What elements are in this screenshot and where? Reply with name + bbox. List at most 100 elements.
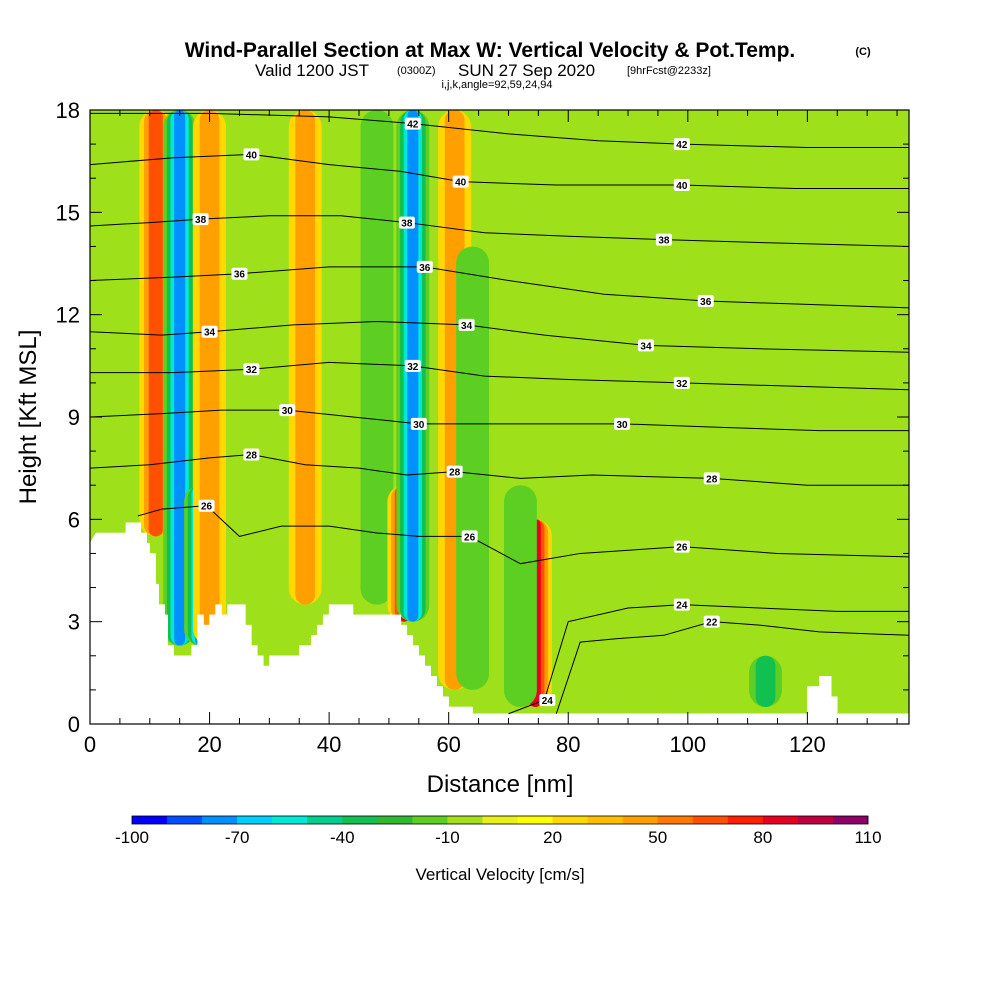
colorbar-swatch [692, 816, 729, 824]
contour-label-bg [458, 318, 475, 331]
theta-contour-line [508, 604, 909, 715]
velocity-band [174, 110, 186, 646]
velocity-field [139, 110, 782, 707]
valid-prefix: Valid 1200 JST [255, 61, 369, 80]
colorbar-swatch [377, 816, 413, 824]
contour-label-text: 42 [676, 140, 688, 151]
y-tick-label: 9 [68, 405, 80, 430]
theta-contour-label: 30 [614, 417, 631, 431]
theta-contour-label: 28 [703, 472, 720, 485]
theta-contour-label: 22 [703, 615, 720, 629]
colorbar-swatch [202, 816, 238, 824]
terrain [90, 522, 909, 724]
x-tick-label: 0 [84, 732, 96, 757]
colorbar-swatch [167, 816, 203, 824]
theta-contour-line [90, 266, 909, 309]
colorbar-swatch [447, 816, 483, 824]
colorbar-swatch [482, 816, 518, 824]
contour-label-text: 32 [676, 379, 688, 390]
contour-label-bg [398, 216, 415, 229]
contour-label-text: 34 [461, 321, 473, 332]
theta-contour-label: 32 [243, 363, 260, 376]
y-tick-label: 6 [68, 507, 80, 532]
contour-label-bg [673, 138, 690, 151]
contour-label-bg [243, 448, 260, 461]
contour-label-bg [673, 598, 690, 611]
contour-label-bg [539, 694, 556, 707]
contour-label-text: 42 [407, 120, 419, 131]
y-tick-label: 18 [56, 98, 80, 123]
contour-label-bg [410, 417, 427, 430]
colorbar-frame [131, 815, 869, 825]
contour-label-text: 36 [234, 270, 246, 281]
valid-date: SUN 27 Sep 2020 [458, 61, 595, 80]
contour-label-text: 22 [706, 618, 718, 629]
contour-label-bg [243, 148, 260, 161]
y-tick-label: 12 [56, 303, 80, 328]
colorbar-swatch [237, 816, 273, 824]
theta-contour-line [555, 621, 909, 714]
contour-label-text: 32 [407, 362, 419, 373]
velocity-band [360, 110, 394, 605]
x-tick-label: 20 [197, 732, 221, 757]
theta-contour-label: 40 [243, 148, 260, 161]
velocity-band [199, 110, 220, 646]
colorbar-swatch [797, 816, 834, 824]
x-tick-label: 120 [789, 732, 826, 757]
y-tick-label: 0 [68, 712, 80, 737]
theta-contour-label: 38 [398, 216, 415, 230]
colorbar-tick-label: -100 [115, 828, 149, 847]
colorbar-tick-label: -40 [330, 828, 355, 847]
contour-label-bg [279, 404, 296, 417]
contour-label-text: 40 [455, 178, 467, 189]
theta-contour-line [90, 361, 909, 391]
updraft-column [360, 110, 394, 605]
theta-contour-line [90, 153, 909, 189]
contour-label-text: 38 [401, 219, 413, 230]
theta-contour-line [90, 409, 909, 432]
theta-contour-label: 28 [243, 448, 260, 462]
theta-contour-label: 24 [673, 598, 690, 612]
colorbar-label: Vertical Velocity [cm/s] [415, 865, 584, 884]
updraft-column [456, 246, 490, 690]
contour-label-text: 26 [201, 502, 213, 513]
theta-contour-labels: 42 42 40 40 40 38 38 38 36 36 36 34 34 34 32 32 32 30 30 30… [192, 117, 720, 707]
theta-contour-label: 26 [673, 540, 690, 554]
contour-label-bg [404, 359, 421, 372]
contour-label-bg [614, 417, 631, 430]
contour-label-bg [703, 615, 720, 628]
contour-label-bg [655, 233, 672, 246]
velocity-band [503, 485, 537, 707]
colorbar-swatch [727, 816, 764, 824]
theta-contour-line [90, 112, 909, 149]
colorbar-tick-label: -10 [435, 828, 460, 847]
colorbar-swatch [272, 816, 308, 824]
colorbar-swatch [622, 816, 659, 824]
contour-label-bg [673, 179, 690, 192]
theta-contour-label: 32 [673, 376, 690, 390]
contour-label-text: 32 [246, 365, 258, 376]
forecast-label: [9hrFcst@2233z] [627, 65, 711, 77]
updraft-column [193, 110, 227, 646]
colorbar-tick-label: -70 [225, 828, 250, 847]
contour-label-text: 30 [282, 406, 294, 417]
contour-label-text: 36 [700, 297, 712, 308]
theta-contour-label: 42 [673, 138, 690, 151]
contour-label-bg [416, 260, 433, 273]
theta-contour-line [90, 320, 909, 353]
contour-label-text: 26 [464, 532, 476, 543]
updraft-column [288, 110, 322, 605]
contour-label-text: 26 [676, 543, 688, 554]
contour-label-text: 38 [658, 236, 670, 247]
contour-label-bg [703, 472, 720, 485]
contour-label-bg [231, 267, 248, 280]
theta-contour-label: 36 [697, 295, 714, 308]
velocity-band [148, 110, 163, 537]
y-axis-label: Height [Kft MSL] [15, 330, 42, 505]
contour-label-bg [697, 295, 714, 308]
contour-label-bg [673, 540, 690, 553]
colorbar-swatch [517, 816, 553, 824]
velocity-band [755, 655, 776, 707]
theta-contour-label: 34 [201, 325, 218, 339]
